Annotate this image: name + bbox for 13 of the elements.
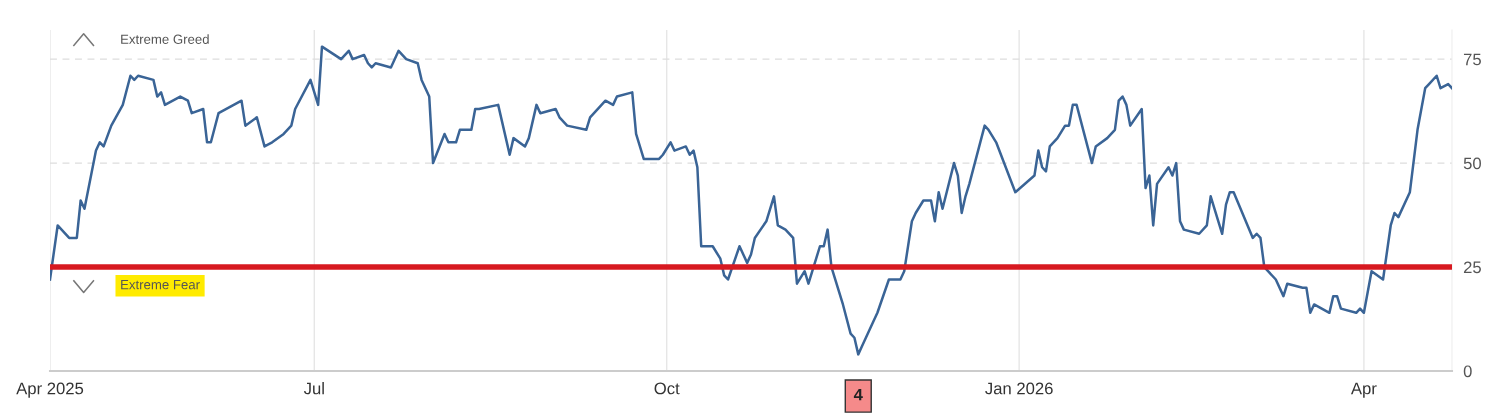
x-tick-label: Apr	[1350, 382, 1377, 398]
x-tick-label: Jan 2026	[985, 382, 1053, 395]
x-tick-label: Jul	[303, 382, 324, 395]
annotation: Extreme Greed	[121, 34, 209, 44]
line-series	[50, 45, 1452, 356]
y-tick-label: 0	[1463, 365, 1472, 378]
x-tick-label: Apr 2025	[16, 382, 84, 398]
y-tick-label: 25	[1463, 261, 1481, 274]
x-tick-label: Oct	[654, 382, 680, 395]
y-tick-label: 50	[1463, 157, 1481, 170]
y-tick-label: 75	[1463, 53, 1481, 66]
annotation: 4	[853, 388, 863, 401]
annotation: Extreme Fear	[121, 280, 200, 290]
